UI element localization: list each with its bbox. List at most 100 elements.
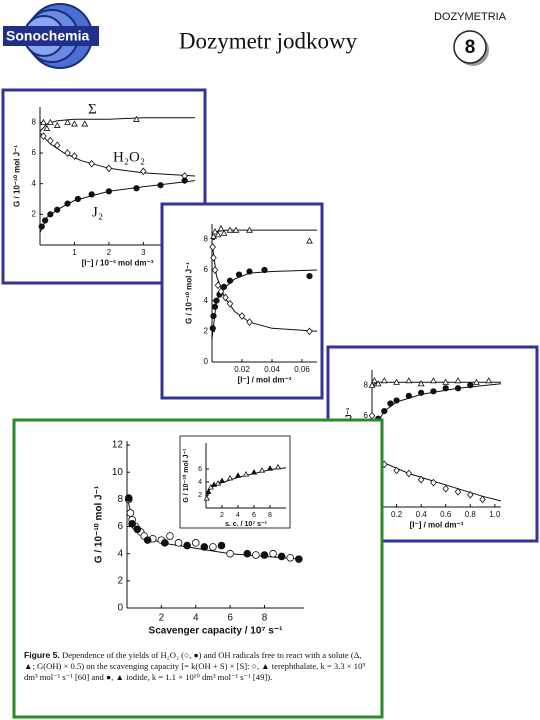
data-point [381, 407, 388, 415]
data-point [209, 543, 217, 551]
panel-frame [179, 435, 291, 529]
data-point [210, 312, 217, 320]
data-point [226, 226, 234, 233]
data-point [88, 191, 95, 198]
data-point [261, 266, 268, 274]
data-point [218, 477, 226, 484]
data-point [442, 484, 449, 493]
y-tick-label: 6 [117, 521, 123, 532]
data-point [226, 474, 234, 481]
data-point [71, 120, 78, 127]
data-point [143, 536, 152, 544]
data-point [191, 539, 200, 547]
data-point [295, 555, 303, 563]
data-point [166, 532, 174, 540]
data-point [64, 118, 71, 125]
data-point [274, 463, 282, 470]
data-point [133, 115, 140, 122]
x-tick-label: 8 [262, 613, 268, 624]
fit-line [211, 242, 318, 332]
data-point [417, 475, 425, 484]
y-axis-label: G / 10⁻¹⁰ mol J⁻¹ [94, 485, 105, 563]
data-point [207, 483, 214, 490]
series-label: Σ [88, 101, 97, 117]
page-badge [453, 30, 487, 64]
data-point [473, 378, 480, 385]
x-axis-label: [I⁻] / 10⁻³ mol dm⁻³ [82, 259, 154, 268]
section-title: DOZYMETRIA [434, 11, 507, 23]
data-point [405, 377, 413, 384]
data-point [128, 520, 136, 528]
data-point [269, 549, 277, 558]
data-point [88, 159, 95, 168]
data-point [211, 228, 219, 235]
y-tick-label: 6 [204, 265, 209, 274]
data-point [442, 385, 449, 392]
x-tick-label: 0.4 [416, 510, 428, 519]
y-tick-label: 10 [112, 467, 124, 478]
data-point [210, 253, 217, 262]
data-point [250, 469, 258, 475]
data-point [43, 124, 51, 132]
x-tick-label: 2 [159, 613, 165, 624]
data-point [217, 541, 226, 550]
data-point [47, 211, 54, 218]
logo-text: Sonochemia [6, 28, 89, 44]
x-tick-label: 0.04 [264, 365, 280, 374]
data-point [211, 266, 219, 274]
data-point [174, 539, 183, 547]
panel-frame [160, 202, 324, 400]
y-tick-label: 8 [204, 234, 209, 243]
series-label: H₂O₂ [113, 149, 145, 165]
x-tick-label: 0.6 [440, 510, 452, 519]
data-point [380, 377, 388, 384]
data-point [374, 380, 382, 387]
data-point [393, 466, 400, 475]
data-point [126, 509, 135, 517]
data-point [133, 525, 142, 534]
x-tick-label: 0.02 [234, 365, 250, 374]
x-axis-label: [I⁻] / mol dm⁻³ [238, 376, 292, 385]
x-tick-label: 4 [193, 613, 199, 624]
x-tick-label: 0.06 [294, 365, 310, 374]
data-point [214, 480, 222, 486]
data-point [205, 488, 212, 495]
y-tick-label: 6 [198, 466, 202, 473]
logo: Sonochemia [3, 3, 99, 69]
data-point [54, 206, 61, 213]
data-point [213, 297, 220, 304]
y-tick-label: 0 [117, 603, 123, 614]
figure-caption: Figure 5. Dependence of the yields of H₂… [24, 650, 374, 683]
y-tick-label: 4 [32, 179, 37, 188]
x-axis-label: Scavenger capacity / 10⁷ s⁻¹ [149, 626, 284, 637]
data-point [232, 226, 240, 233]
data-point [214, 231, 222, 238]
data-point [214, 281, 222, 290]
data-point [243, 549, 252, 558]
series-label: J₂ [92, 204, 103, 220]
data-point [306, 237, 313, 244]
data-point [430, 388, 437, 395]
y-tick-label: 2 [198, 492, 202, 499]
data-point [260, 551, 269, 559]
data-point [252, 551, 260, 559]
data-point [74, 195, 82, 203]
x-tick-label: 8 [268, 512, 272, 519]
data-point [485, 377, 493, 384]
x-tick-label: 2 [107, 248, 112, 257]
data-point [430, 377, 437, 384]
data-point [234, 472, 242, 478]
y-tick-label: 12 [112, 440, 124, 451]
data-point [387, 400, 394, 407]
y-tick-label: 6 [364, 411, 369, 420]
data-point [454, 385, 462, 392]
data-point [454, 377, 462, 384]
data-point [140, 167, 147, 176]
data-point [226, 277, 234, 284]
data-point [368, 381, 376, 388]
x-tick-label: 1.0 [489, 510, 501, 519]
data-point [418, 389, 425, 396]
data-point [46, 118, 54, 125]
data-point [306, 273, 313, 280]
